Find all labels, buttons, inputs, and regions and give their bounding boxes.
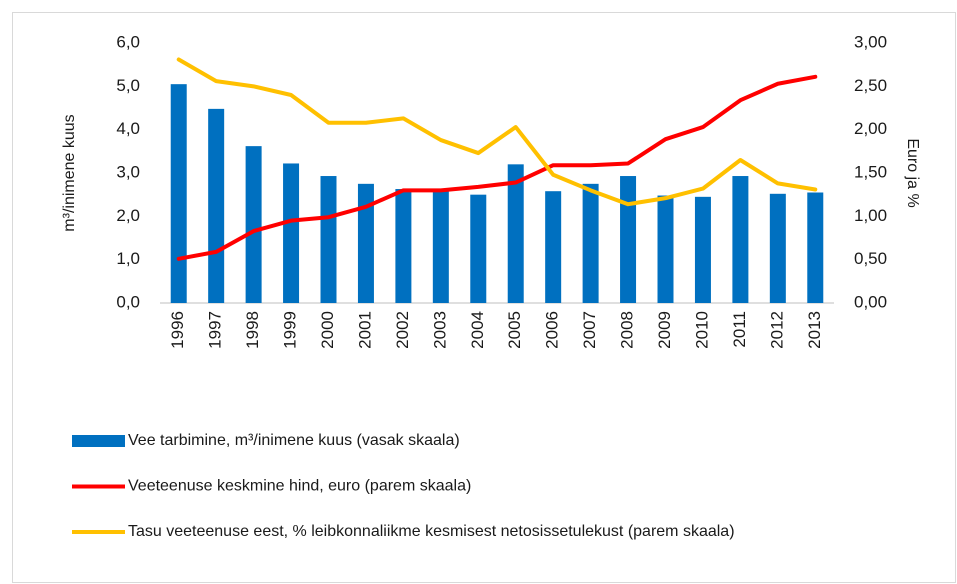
bar (320, 176, 337, 303)
y-tick-label: 5,0 (116, 76, 140, 95)
bar (582, 183, 599, 303)
y-tick-label: 0,0 (116, 292, 140, 311)
y-tick-label: 4,0 (116, 119, 140, 138)
bar (432, 189, 449, 303)
bar (769, 193, 786, 303)
x-tick-label: 1996 (168, 311, 187, 349)
line (176, 74, 818, 261)
x-tick-label: 1997 (206, 311, 225, 349)
x-tick-label: 1998 (243, 311, 262, 349)
bar (507, 164, 524, 303)
bar (245, 146, 262, 303)
x-tick-label: 2000 (318, 311, 337, 349)
y2-axis-label: Euro ja % (904, 138, 921, 207)
y-axis-label: m³/inimene kuus (61, 114, 78, 231)
x-tick-label: 1999 (281, 311, 300, 349)
bar (545, 191, 562, 303)
legend-label: Vee tarbimine, m³/inimene kuus (vasak sk… (128, 432, 460, 449)
y-tick-label: 6,0 (116, 32, 140, 51)
x-tick-label: 2002 (393, 311, 412, 349)
y2-tick-label: 0,50 (854, 249, 887, 268)
x-tick-label: 2003 (430, 311, 449, 349)
bar (470, 194, 487, 303)
y-tick-label: 2,0 (116, 206, 140, 225)
bar (620, 176, 637, 303)
y2-tick-label: 0,00 (854, 292, 887, 311)
x-tick-label: 2011 (730, 311, 749, 348)
bar (807, 192, 824, 303)
x-tick-label: 2009 (655, 311, 674, 349)
x-tick-label: 2010 (692, 311, 711, 349)
y2-tick-label: 2,50 (854, 76, 887, 95)
x-tick-label: 2006 (543, 311, 562, 349)
bar (170, 84, 187, 304)
y2-tick-label: 1,50 (854, 162, 887, 181)
x-tick-label: 2008 (618, 311, 637, 349)
x-tick-label: 2013 (805, 311, 824, 349)
bar (208, 108, 225, 303)
x-tick-label: 2004 (468, 311, 487, 349)
x-tick-label: 2005 (505, 311, 524, 349)
legend-swatch (72, 435, 125, 447)
y2-tick-label: 1,00 (854, 206, 887, 225)
x-tick-label: 2007 (580, 311, 599, 349)
y2-tick-label: 3,00 (854, 32, 887, 51)
x-tick-label: 2012 (767, 311, 786, 349)
line (176, 57, 818, 207)
bar (395, 189, 412, 303)
y-tick-label: 1,0 (116, 249, 140, 268)
bar (357, 183, 374, 303)
bar (732, 176, 749, 303)
y-tick-label: 3,0 (116, 162, 140, 181)
x-tick-label: 2001 (355, 311, 374, 349)
y2-tick-label: 2,00 (854, 119, 887, 138)
bar (694, 196, 711, 303)
legend-label: Tasu veeteenuse eest, % leibkonnaliikme … (128, 523, 735, 540)
legend-label: Veeteenuse keskmine hind, euro (parem sk… (128, 478, 471, 495)
chart-border (12, 12, 956, 583)
bar (283, 163, 300, 303)
bar (657, 195, 674, 303)
